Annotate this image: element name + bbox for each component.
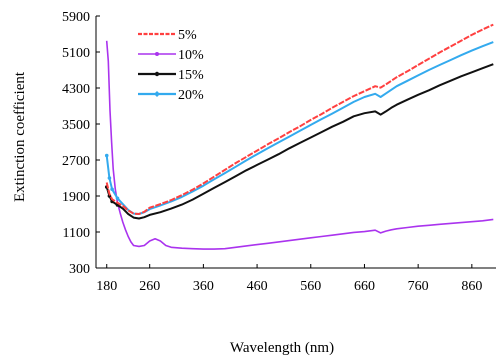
x-axis-label: Wavelength (nm) xyxy=(230,340,334,356)
x-tick-label: 660 xyxy=(354,279,375,294)
legend-marker xyxy=(155,52,159,56)
x-tick-label: 860 xyxy=(461,279,482,294)
series-line-3 xyxy=(105,41,494,215)
y-tick-label: 5100 xyxy=(62,46,90,61)
x-tick-label: 560 xyxy=(300,279,321,294)
x-tick-label: 760 xyxy=(408,279,429,294)
plot-lines xyxy=(104,23,494,250)
y-tick-label: 5900 xyxy=(62,10,90,25)
legend-marker xyxy=(154,71,160,77)
legend-label: 15% xyxy=(178,68,204,83)
legend-marker xyxy=(154,91,160,97)
legend-label: 10% xyxy=(178,48,204,63)
x-tick-label: 260 xyxy=(139,279,160,294)
series-line-0 xyxy=(105,23,494,215)
y-tick-label: 3500 xyxy=(62,118,90,133)
legend-label: 20% xyxy=(178,88,204,103)
axes xyxy=(95,16,496,269)
series-point-3 xyxy=(107,176,112,180)
x-tick-label: 460 xyxy=(247,279,268,294)
y-tick-label: 4300 xyxy=(62,82,90,97)
y-tick-label: 300 xyxy=(69,262,90,277)
series-line-1 xyxy=(105,40,494,250)
y-tick-label: 2700 xyxy=(62,154,90,169)
y-tick-label: 1900 xyxy=(62,190,90,205)
series-point-3 xyxy=(115,196,120,201)
y-tick-label: 1100 xyxy=(63,226,90,241)
series-line-2 xyxy=(105,63,494,220)
series-point-3 xyxy=(110,187,114,192)
y-ticks: 300 1100 1900 2700 3500 4300 5100 5900 xyxy=(62,10,100,277)
x-tick-label: 180 xyxy=(96,279,117,294)
x-ticks: 180 260 360 460 560 660 760 860 xyxy=(96,264,482,294)
legend-label: 5% xyxy=(178,28,197,43)
legend: 5% 10% 15% 20% xyxy=(138,28,204,103)
y-axis-label: Extinction coefficient xyxy=(12,71,28,202)
series-point-3 xyxy=(104,153,109,158)
x-tick-label: 360 xyxy=(193,279,214,294)
